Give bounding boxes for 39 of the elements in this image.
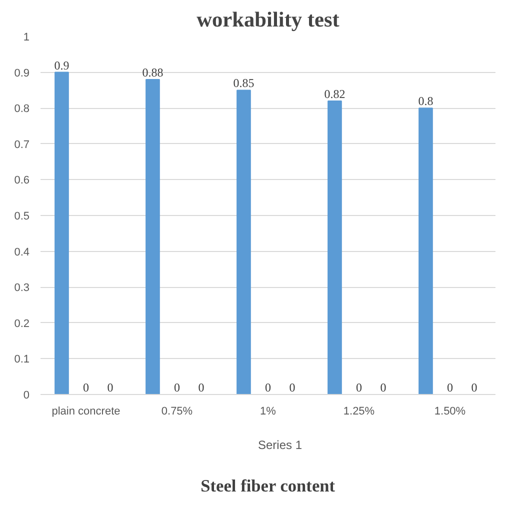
data-label: 0 (380, 380, 386, 394)
y-tick-label: 0.1 (14, 354, 30, 366)
y-tick-label: 0.6 (14, 174, 30, 187)
chart-title: workability test (196, 8, 340, 32)
y-tick-label: 0 (23, 390, 30, 402)
data-label: 0 (471, 380, 478, 394)
x-tick-label: 0.75% (161, 406, 193, 418)
x-axis-title: Steel fiber content (200, 476, 336, 496)
y-tick-label: 0.2 (14, 318, 30, 330)
y-tick-label: 0.5 (14, 210, 30, 222)
data-label: 0.82 (324, 86, 346, 101)
y-tick-label: 0.9 (14, 67, 30, 80)
text: Series 1 (258, 438, 302, 452)
data-label: 0.8 (418, 94, 434, 108)
x-tick-label: 1.50% (434, 406, 466, 418)
data-label: 0 (174, 380, 180, 394)
bar (236, 90, 251, 394)
data-label: 0 (107, 380, 114, 394)
data-label: 0.9 (54, 58, 70, 72)
data-label: 0.88 (142, 65, 164, 80)
data-label: 0 (356, 380, 362, 394)
data-label: 0.85 (233, 76, 254, 90)
data-label: 0 (289, 380, 296, 394)
x-tick-label: 1% (260, 406, 276, 418)
bar (328, 100, 342, 394)
x-tick-label: plain concrete (52, 406, 120, 418)
y-tick-label: 1 (23, 32, 30, 44)
data-label: 0 (83, 380, 89, 394)
y-tick-label: 0.3 (14, 282, 30, 294)
bar (54, 72, 69, 394)
data-label: 0 (198, 380, 204, 394)
x-tick-label: 1.25% (343, 406, 375, 418)
data-label: 0 (265, 380, 271, 394)
y-tick-label: 0.8 (14, 103, 30, 116)
y-tick-label: 0.7 (14, 138, 30, 151)
y-tick-label: 0.4 (14, 246, 30, 258)
data-label: 0 (447, 380, 453, 394)
bar (146, 78, 160, 394)
bar (418, 108, 433, 394)
